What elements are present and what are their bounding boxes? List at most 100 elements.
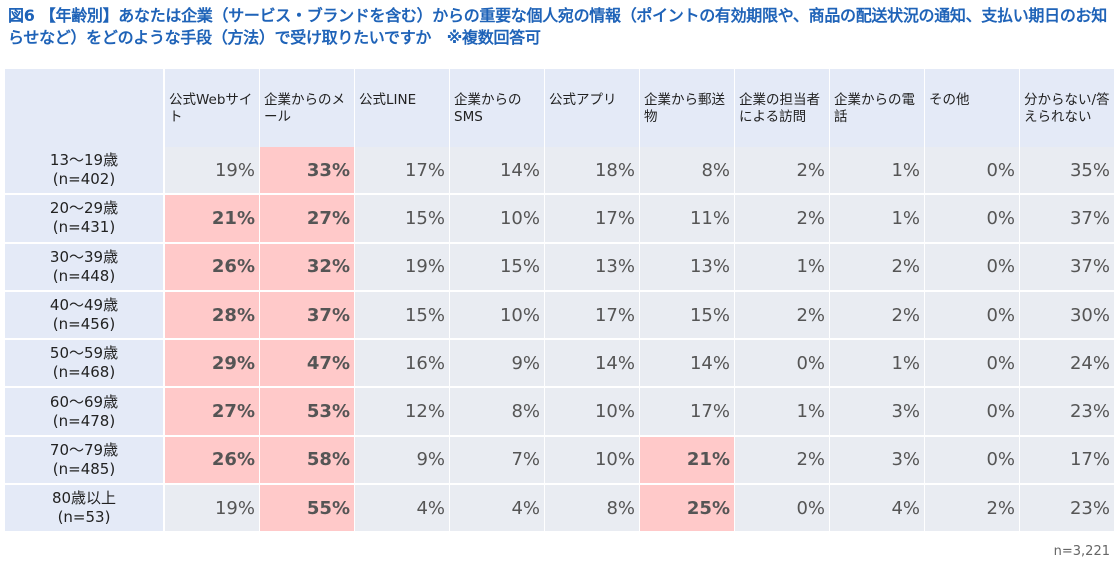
value-cell-highlighted: 58%	[260, 436, 355, 486]
value-cell: 0%	[925, 195, 1020, 244]
value-cell: 17%	[640, 388, 735, 437]
value-cell: 17%	[1020, 436, 1115, 486]
row-label: 40～49歳 (n=456)	[5, 291, 165, 341]
value-cell: 13%	[640, 243, 735, 292]
value-cell-highlighted: 25%	[640, 485, 735, 534]
value-cell: 24%	[1020, 340, 1115, 389]
value-cell: 3%	[830, 436, 925, 486]
column-header: 公式LINE	[355, 69, 450, 147]
table-row: 80歳以上 (n=53) 19% 55% 4% 4% 8% 25% 0% 4% 2% 23%	[5, 485, 1115, 534]
value-cell-highlighted: 27%	[260, 195, 355, 244]
value-cell: 23%	[1020, 388, 1115, 437]
age-group-label: 30～39歳	[49, 247, 119, 266]
value-cell: 1%	[830, 147, 925, 196]
value-cell: 2%	[925, 485, 1020, 534]
value-cell-highlighted: 28%	[165, 291, 260, 341]
value-cell: 17%	[545, 195, 640, 244]
data-table: 公式Webサイト 企業からのメール 公式LINE 企業からのSMS 公式アプリ 企業から郵…	[5, 69, 1115, 534]
value-cell: 14%	[450, 147, 545, 196]
value-cell: 1%	[830, 195, 925, 244]
age-group-label: 50～59歳	[49, 344, 119, 363]
value-cell: 37%	[1020, 243, 1115, 292]
column-header: 企業からの電話	[830, 69, 925, 147]
value-cell: 16%	[355, 340, 450, 389]
value-cell: 12%	[355, 388, 450, 437]
column-header: 分からない/答えられない	[1020, 69, 1115, 147]
value-cell: 23%	[1020, 485, 1115, 534]
header-corner	[5, 69, 165, 147]
chart-title: 図6 【年齢別】あなたは企業（サービス・ブランドを含む）からの重要な個人宛の情報…	[8, 6, 1107, 47]
table-body: 13～19歳 (n=402) 19% 33% 17% 14% 18% 8% 2% 1% 0% 35% 2…	[5, 147, 1115, 534]
value-cell: 18%	[545, 147, 640, 196]
row-label: 30～39歳 (n=448)	[5, 243, 165, 292]
table-row: 60～69歳 (n=478) 27% 53% 12% 8% 10% 17% 1% 3% 0% 23%	[5, 388, 1115, 437]
value-cell: 10%	[545, 436, 640, 486]
table-row: 40～49歳 (n=456) 28% 37% 15% 10% 17% 15% 2% 2% 0% 30%	[5, 291, 1115, 341]
value-cell-highlighted: 53%	[260, 388, 355, 437]
table-row: 20～29歳 (n=431) 21% 27% 15% 10% 17% 11% 2% 1% 0% 37%	[5, 195, 1115, 244]
value-cell: 0%	[925, 291, 1020, 341]
value-cell: 0%	[925, 147, 1020, 196]
table-row: 50～59歳 (n=468) 29% 47% 16% 9% 14% 14% 0% 1% 0% 24%	[5, 340, 1115, 389]
sample-size-label: (n=448)	[52, 266, 116, 285]
value-cell-highlighted: 27%	[165, 388, 260, 437]
sample-size-label: (n=402)	[52, 170, 116, 189]
value-cell: 14%	[545, 340, 640, 389]
sample-size-label: (n=478)	[52, 411, 116, 430]
value-cell: 30%	[1020, 291, 1115, 341]
value-cell: 4%	[830, 485, 925, 534]
value-cell: 3%	[830, 388, 925, 437]
value-cell: 0%	[925, 388, 1020, 437]
value-cell: 2%	[735, 291, 830, 341]
value-cell: 15%	[640, 291, 735, 341]
value-cell: 0%	[735, 340, 830, 389]
value-cell-highlighted: 26%	[165, 436, 260, 486]
value-cell: 15%	[355, 195, 450, 244]
value-cell: 2%	[735, 147, 830, 196]
column-header: 企業からのメール	[260, 69, 355, 147]
value-cell-highlighted: 21%	[165, 195, 260, 244]
value-cell: 8%	[640, 147, 735, 196]
value-cell-highlighted: 33%	[260, 147, 355, 196]
value-cell: 1%	[735, 388, 830, 437]
value-cell: 37%	[1020, 195, 1115, 244]
value-cell: 4%	[450, 485, 545, 534]
value-cell: 14%	[640, 340, 735, 389]
value-cell: 11%	[640, 195, 735, 244]
value-cell: 10%	[545, 388, 640, 437]
row-label: 50～59歳 (n=468)	[5, 340, 165, 389]
value-cell-highlighted: 47%	[260, 340, 355, 389]
column-header: その他	[925, 69, 1020, 147]
value-cell: 15%	[450, 243, 545, 292]
value-cell: 10%	[450, 195, 545, 244]
age-group-label: 70～79歳	[49, 440, 119, 459]
value-cell: 35%	[1020, 147, 1115, 196]
age-group-label: 60～69歳	[49, 392, 119, 411]
age-group-label: 80歳以上	[51, 489, 117, 508]
value-cell: 15%	[355, 291, 450, 341]
value-cell: 1%	[735, 243, 830, 292]
row-label: 80歳以上 (n=53)	[5, 485, 165, 534]
sample-size-label: (n=468)	[52, 363, 116, 382]
value-cell: 17%	[545, 291, 640, 341]
table-row: 13～19歳 (n=402) 19% 33% 17% 14% 18% 8% 2% 1% 0% 35%	[5, 147, 1115, 196]
row-label: 13～19歳 (n=402)	[5, 147, 165, 196]
value-cell: 8%	[450, 388, 545, 437]
value-cell: 13%	[545, 243, 640, 292]
age-group-label: 40～49歳	[49, 296, 119, 315]
value-cell: 0%	[735, 485, 830, 534]
value-cell-highlighted: 26%	[165, 243, 260, 292]
row-label: 20～29歳 (n=431)	[5, 195, 165, 244]
value-cell: 17%	[355, 147, 450, 196]
value-cell-highlighted: 29%	[165, 340, 260, 389]
sample-size-note: n=3,221	[1053, 544, 1110, 559]
value-cell: 0%	[925, 340, 1020, 389]
sample-size-label: (n=431)	[52, 218, 116, 237]
value-cell: 2%	[830, 291, 925, 341]
age-group-label: 13～19歳	[49, 151, 119, 170]
column-header: 企業から郵送物	[640, 69, 735, 147]
column-header: 企業の担当者による訪問	[735, 69, 830, 147]
value-cell: 19%	[165, 485, 260, 534]
row-label: 70～79歳 (n=485)	[5, 436, 165, 486]
column-header: 公式Webサイト	[165, 69, 260, 147]
